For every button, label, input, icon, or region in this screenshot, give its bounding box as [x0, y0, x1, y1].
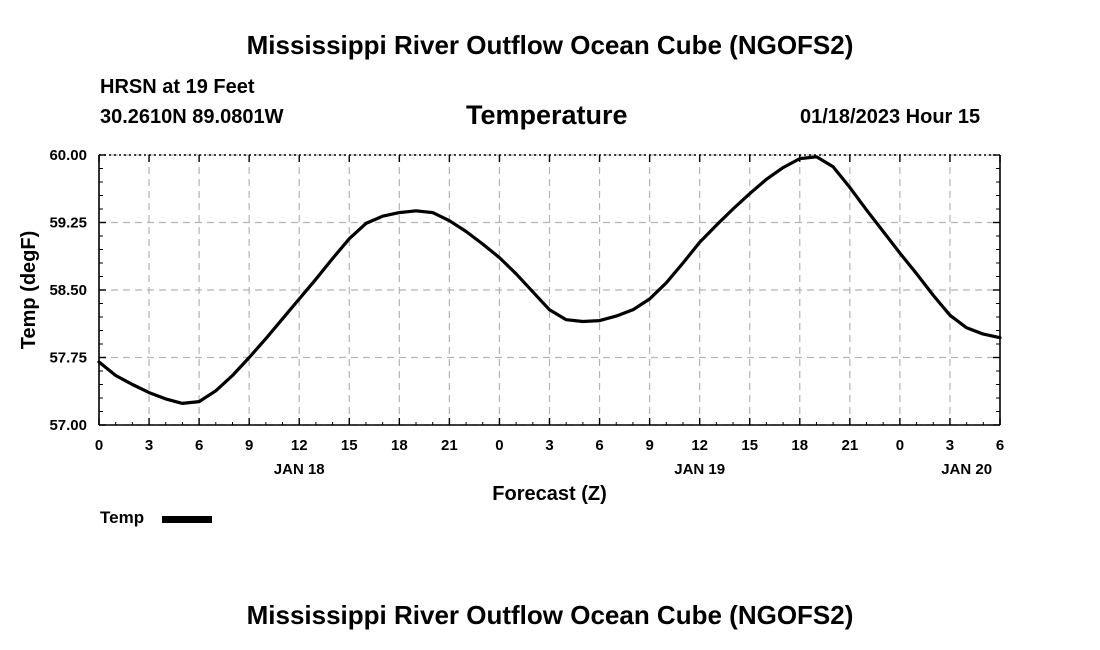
x-tick-label: 0: [495, 437, 503, 454]
date-label: JAN 18: [274, 461, 325, 478]
date-label: JAN 19: [674, 461, 725, 478]
legend-line-swatch: [162, 516, 212, 523]
y-tick-label: 57.00: [49, 417, 87, 434]
forecast-timestamp: 01/18/2023 Hour 15: [800, 106, 981, 128]
x-axis-title: Forecast (Z): [492, 483, 606, 505]
x-tick-label: 21: [441, 437, 458, 454]
x-tick-label: 6: [595, 437, 603, 454]
x-tick-label: 6: [996, 437, 1004, 454]
x-tick-label: 21: [841, 437, 858, 454]
x-tick-label: 0: [896, 437, 904, 454]
x-tick-label: 9: [645, 437, 653, 454]
y-axis-title: Temp (degF): [18, 231, 40, 350]
station-coordinates: 30.2610N 89.0801W: [100, 106, 284, 128]
series-line-temp: [97, 155, 1002, 405]
series: [97, 155, 1002, 405]
x-tick-label: 3: [145, 437, 153, 454]
x-tick-label: 15: [341, 437, 358, 454]
y-tick-label: 60.00: [49, 147, 87, 164]
chart-main-title: Mississippi River Outflow Ocean Cube (NG…: [246, 30, 854, 60]
x-tick-label: 12: [691, 437, 708, 454]
footer-title: Mississippi River Outflow Ocean Cube (NG…: [246, 600, 854, 630]
x-tick-label: 18: [391, 437, 408, 454]
x-tick-label: 3: [545, 437, 553, 454]
date-label: JAN 20: [941, 461, 992, 478]
y-tick-label: 57.75: [49, 350, 87, 367]
grid: [99, 154, 1000, 426]
x-tick-label: 0: [95, 437, 103, 454]
x-tick-label: 15: [741, 437, 758, 454]
x-tick-label: 6: [195, 437, 203, 454]
y-tick-label: 58.50: [49, 282, 87, 299]
x-tick-label: 3: [946, 437, 954, 454]
variable-title: Temperature: [466, 100, 628, 130]
x-tick-label: 12: [291, 437, 308, 454]
x-tick-label: 9: [245, 437, 253, 454]
y-tick-label: 59.25: [49, 215, 87, 232]
axis-labels: 0 3 6 9 12 15 18 21 0 3 6 9 12 15 18 21 0 3 6 57.00 57.75 58.…: [18, 147, 1004, 505]
legend-label: Temp: [100, 508, 145, 527]
axes: [98, 154, 1001, 426]
x-tick-label: 18: [791, 437, 808, 454]
station-name: HRSN at 19 Feet: [100, 76, 255, 98]
